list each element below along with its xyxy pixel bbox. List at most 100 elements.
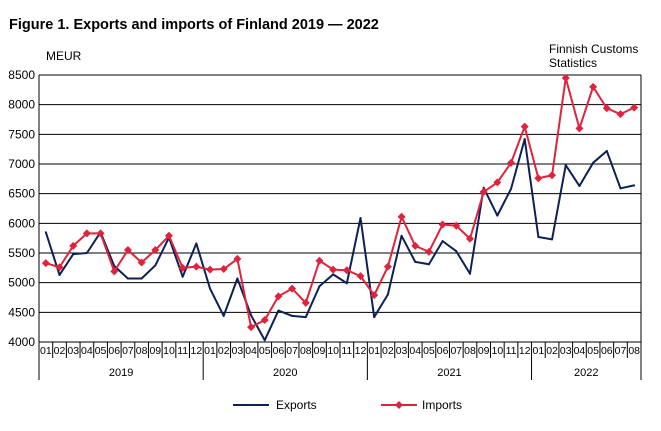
source-note: Finnish Customs Statistics — [549, 42, 638, 70]
exports-data-point — [441, 240, 444, 243]
imports-data-point — [41, 259, 50, 268]
imports-data-point — [479, 187, 488, 196]
exports-data-point — [523, 138, 526, 141]
gridlines — [38, 74, 642, 343]
x-tick-label-month: 01 — [533, 345, 545, 357]
exports-data-point — [222, 314, 225, 317]
imports-series-line — [45, 76, 635, 329]
y-tick-label: 5500 — [8, 246, 35, 260]
chart-title: Figure 1. Exports and imports of Finland… — [9, 17, 379, 33]
imports-data-point — [301, 298, 310, 307]
x-tick-label-year: 2021 — [437, 367, 461, 379]
exports-data-point — [154, 264, 157, 267]
x-tick-label-month: 10 — [491, 345, 503, 357]
x-tick-label-month: 03 — [232, 345, 244, 357]
imports-data-point — [206, 265, 215, 274]
x-tick-label-month: 11 — [506, 345, 517, 357]
x-tick-label-month: 02 — [546, 345, 558, 357]
x-tick-label-month: 01 — [204, 345, 216, 357]
imports-data-point — [356, 272, 365, 281]
x-tick-label-month: 01 — [40, 345, 52, 357]
exports-data-point — [332, 273, 335, 276]
imports-data-point — [178, 263, 187, 272]
x-tick-label-month: 12 — [519, 345, 531, 357]
exports-data-point — [250, 314, 253, 317]
imports-data-point — [82, 229, 91, 238]
imports-data-point — [438, 220, 447, 229]
exports-data-point — [605, 149, 608, 152]
x-tick-label-month: 08 — [628, 345, 640, 357]
imports-data-point — [452, 221, 461, 230]
imports-data-point — [151, 246, 160, 255]
x-tick-label-month: 05 — [259, 345, 271, 357]
exports-data-point — [510, 187, 513, 190]
exports-data-point — [72, 253, 75, 256]
imports-data-point — [96, 229, 105, 238]
plot-area — [41, 73, 639, 342]
exports-data-point — [359, 216, 362, 219]
imports-data-point — [534, 174, 543, 183]
exports-data-point — [551, 238, 554, 241]
exports-data-point — [85, 252, 88, 254]
imports-data-point — [424, 247, 433, 256]
x-tick-label-month: 11 — [177, 345, 188, 357]
x-tick-label-month: 02 — [54, 345, 66, 357]
exports-data-point — [209, 287, 212, 290]
imports-data-point — [561, 73, 570, 82]
exports-data-point — [318, 285, 321, 288]
imports-data-point — [247, 323, 256, 332]
imports-data-point — [548, 171, 557, 180]
x-tick-label-month: 05 — [423, 345, 435, 357]
exports-data-point — [113, 265, 116, 268]
imports-data-point — [219, 265, 228, 274]
exports-data-point — [44, 231, 47, 234]
exports-data-point — [58, 273, 61, 276]
exports-data-point — [277, 309, 280, 312]
x-tick-label-month: 03 — [396, 345, 408, 357]
exports-data-point — [304, 316, 307, 319]
imports-data-point — [137, 258, 146, 267]
x-tick-label-month: 07 — [122, 345, 134, 357]
exports-data-point — [619, 187, 622, 190]
x-tick-label-month: 06 — [108, 345, 120, 357]
y-tick-label: 7500 — [8, 127, 35, 141]
x-tick-label-month: 01 — [368, 345, 380, 357]
x-tick-label-month: 06 — [273, 345, 285, 357]
y-tick-label: 4500 — [8, 305, 35, 319]
legend-marker-imports — [395, 401, 403, 409]
exports-data-point — [633, 184, 636, 187]
exports-data-point — [386, 293, 389, 296]
y-tick-label: 7000 — [8, 157, 35, 171]
imports-data-point — [288, 284, 297, 293]
imports-data-point — [342, 266, 351, 275]
imports-data-point — [370, 291, 379, 300]
imports-data-point — [329, 265, 338, 274]
imports-data-point — [274, 292, 283, 301]
x-tick-label-month: 08 — [464, 345, 476, 357]
imports-data-point — [630, 103, 639, 112]
x-tick-label-month: 05 — [95, 345, 107, 357]
exports-data-point — [345, 282, 348, 285]
imports-data-point — [397, 212, 406, 221]
imports-data-point — [616, 110, 625, 119]
x-tick-label-month: 04 — [81, 345, 93, 357]
imports-data-point — [602, 104, 611, 113]
exports-data-point — [181, 275, 184, 278]
exports-data-point — [468, 272, 471, 275]
source-line-2: Statistics — [549, 56, 598, 70]
imports-data-point — [465, 234, 474, 243]
y-tick-label: 6000 — [8, 216, 35, 230]
exports-data-point — [537, 235, 540, 238]
exports-series-line — [44, 138, 635, 342]
exports-data-point — [592, 161, 595, 164]
x-tick-label-month: 10 — [163, 345, 175, 357]
x-tick-label-month: 12 — [355, 345, 367, 357]
imports-data-point — [233, 254, 242, 263]
legend-label-imports: Imports — [422, 398, 462, 412]
x-tick-label-month: 02 — [218, 345, 230, 357]
legend-label-exports: Exports — [276, 398, 317, 412]
y-tick-label: 6500 — [8, 187, 35, 201]
x-tick-label-month: 07 — [450, 345, 462, 357]
exports-data-point — [496, 214, 499, 217]
x-tick-label-month: 11 — [341, 345, 352, 357]
